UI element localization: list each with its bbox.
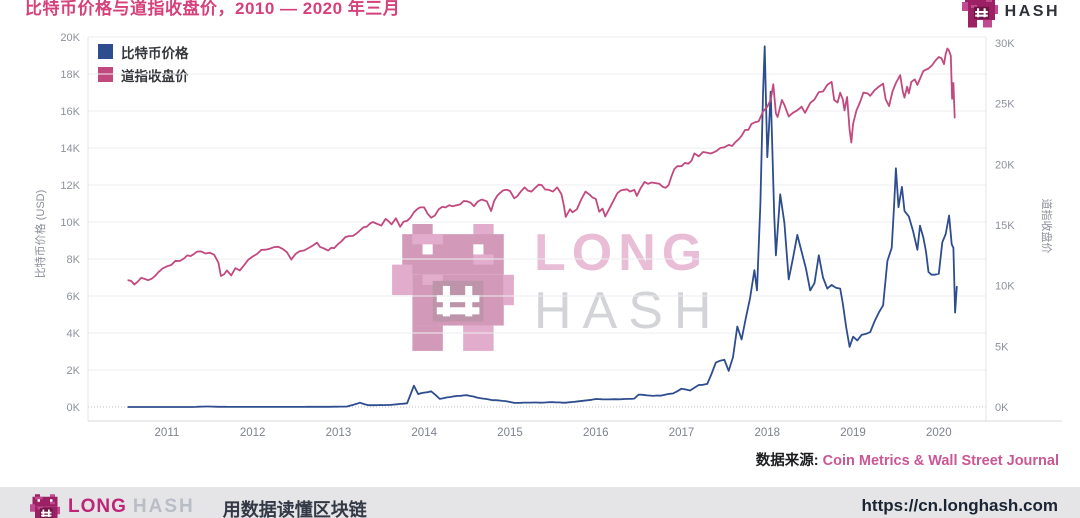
footer-panda-icon [30, 494, 60, 518]
right-tick-label: 30K [995, 38, 1015, 50]
right-tick-label: 20K [995, 159, 1015, 171]
footer-wordmark: LONG HASH [68, 496, 195, 518]
left-tick-label: 6K [67, 291, 81, 303]
footer-word-hash: HASH [132, 496, 195, 517]
left-tick-label: 20K [60, 32, 80, 44]
longhash-logo-top: LONG HASH [961, 0, 1060, 29]
left-tick-labels: 0K 2K 4K 6K 8K 10K 12K 14K 16K 18K 20K [60, 32, 80, 414]
left-tick-label: 18K [60, 69, 80, 81]
x-tick-label: 2011 [155, 427, 180, 439]
left-tick-label: 4K [67, 328, 81, 340]
x-tick-label: 2013 [326, 427, 352, 439]
x-tick-label: 2018 [754, 427, 780, 439]
watermark-word-long: LONG [534, 224, 709, 282]
left-tick-label: 16K [60, 106, 80, 118]
gridlines [88, 36, 986, 408]
bitcoin-price-line [127, 45, 958, 408]
footer-word-long: LONG [68, 496, 127, 517]
brand-word-long: LONG [1005, 0, 1060, 4]
chart-legend: 比特币价格 道指收盘价 [98, 40, 189, 86]
dow-legend-label: 道指收盘价 [121, 68, 189, 84]
x-tick-label: 2016 [583, 427, 609, 439]
page-title: 比特币价格与道指收盘价，2010 — 2020 年三月 [25, 0, 401, 18]
source-prefix: 数据来源: [755, 453, 823, 469]
left-tick-label: 0K [67, 402, 81, 414]
watermark-word-hash: HASH [534, 282, 723, 340]
axis-lines [87, 37, 1062, 422]
source-names: Coin Metrics & Wall Street Journal [822, 453, 1059, 469]
x-tick-label: 2015 [497, 427, 523, 439]
legend-item-bitcoin: 比特币价格 [98, 40, 189, 63]
dow-close-line [127, 47, 956, 286]
watermark-wordmark: LONG HASH [534, 224, 722, 356]
data-source-line: 数据来源: Coin Metrics & Wall Street Journal [756, 449, 1059, 470]
right-tick-label: 5K [995, 341, 1009, 353]
footer-tagline: 用数据读懂区块链 [222, 500, 367, 518]
x-tick-label: 2012 [240, 427, 266, 439]
footer-bar: LONG HASH 用数据读懂区块链 https://cn.longhash.c… [0, 487, 1080, 518]
right-tick-label: 10K [995, 281, 1015, 293]
left-tick-label: 10K [60, 217, 80, 229]
footer-url: https://cn.longhash.com [861, 496, 1058, 515]
left-tick-label: 12K [60, 180, 80, 192]
x-tick-labels: 2011 2012 2013 2014 2015 2016 2017 2018 2019 2020 [155, 427, 952, 439]
left-tick-label: 2K [67, 365, 81, 377]
right-tick-label: 15K [995, 220, 1015, 232]
left-tick-label: 8K [67, 254, 81, 266]
longhash-watermark: LONG HASH [392, 224, 722, 356]
x-tick-label: 2019 [840, 427, 866, 439]
bitcoin-legend-swatch [98, 44, 113, 59]
brand-wordmark: LONG HASH [1005, 0, 1060, 29]
x-tick-label: 2020 [926, 427, 952, 439]
right-tick-labels: 0K 5K 10K 15K 20K 25K 30K [995, 38, 1015, 414]
x-tick-label: 2017 [669, 427, 695, 439]
left-tick-label: 14K [60, 143, 80, 155]
right-tick-label: 0K [995, 402, 1009, 414]
brand-word-hash: HASH [1004, 3, 1060, 20]
x-tick-label: 2014 [411, 427, 437, 439]
right-tick-label: 25K [995, 99, 1015, 111]
bitcoin-legend-label: 比特币价格 [121, 45, 189, 61]
